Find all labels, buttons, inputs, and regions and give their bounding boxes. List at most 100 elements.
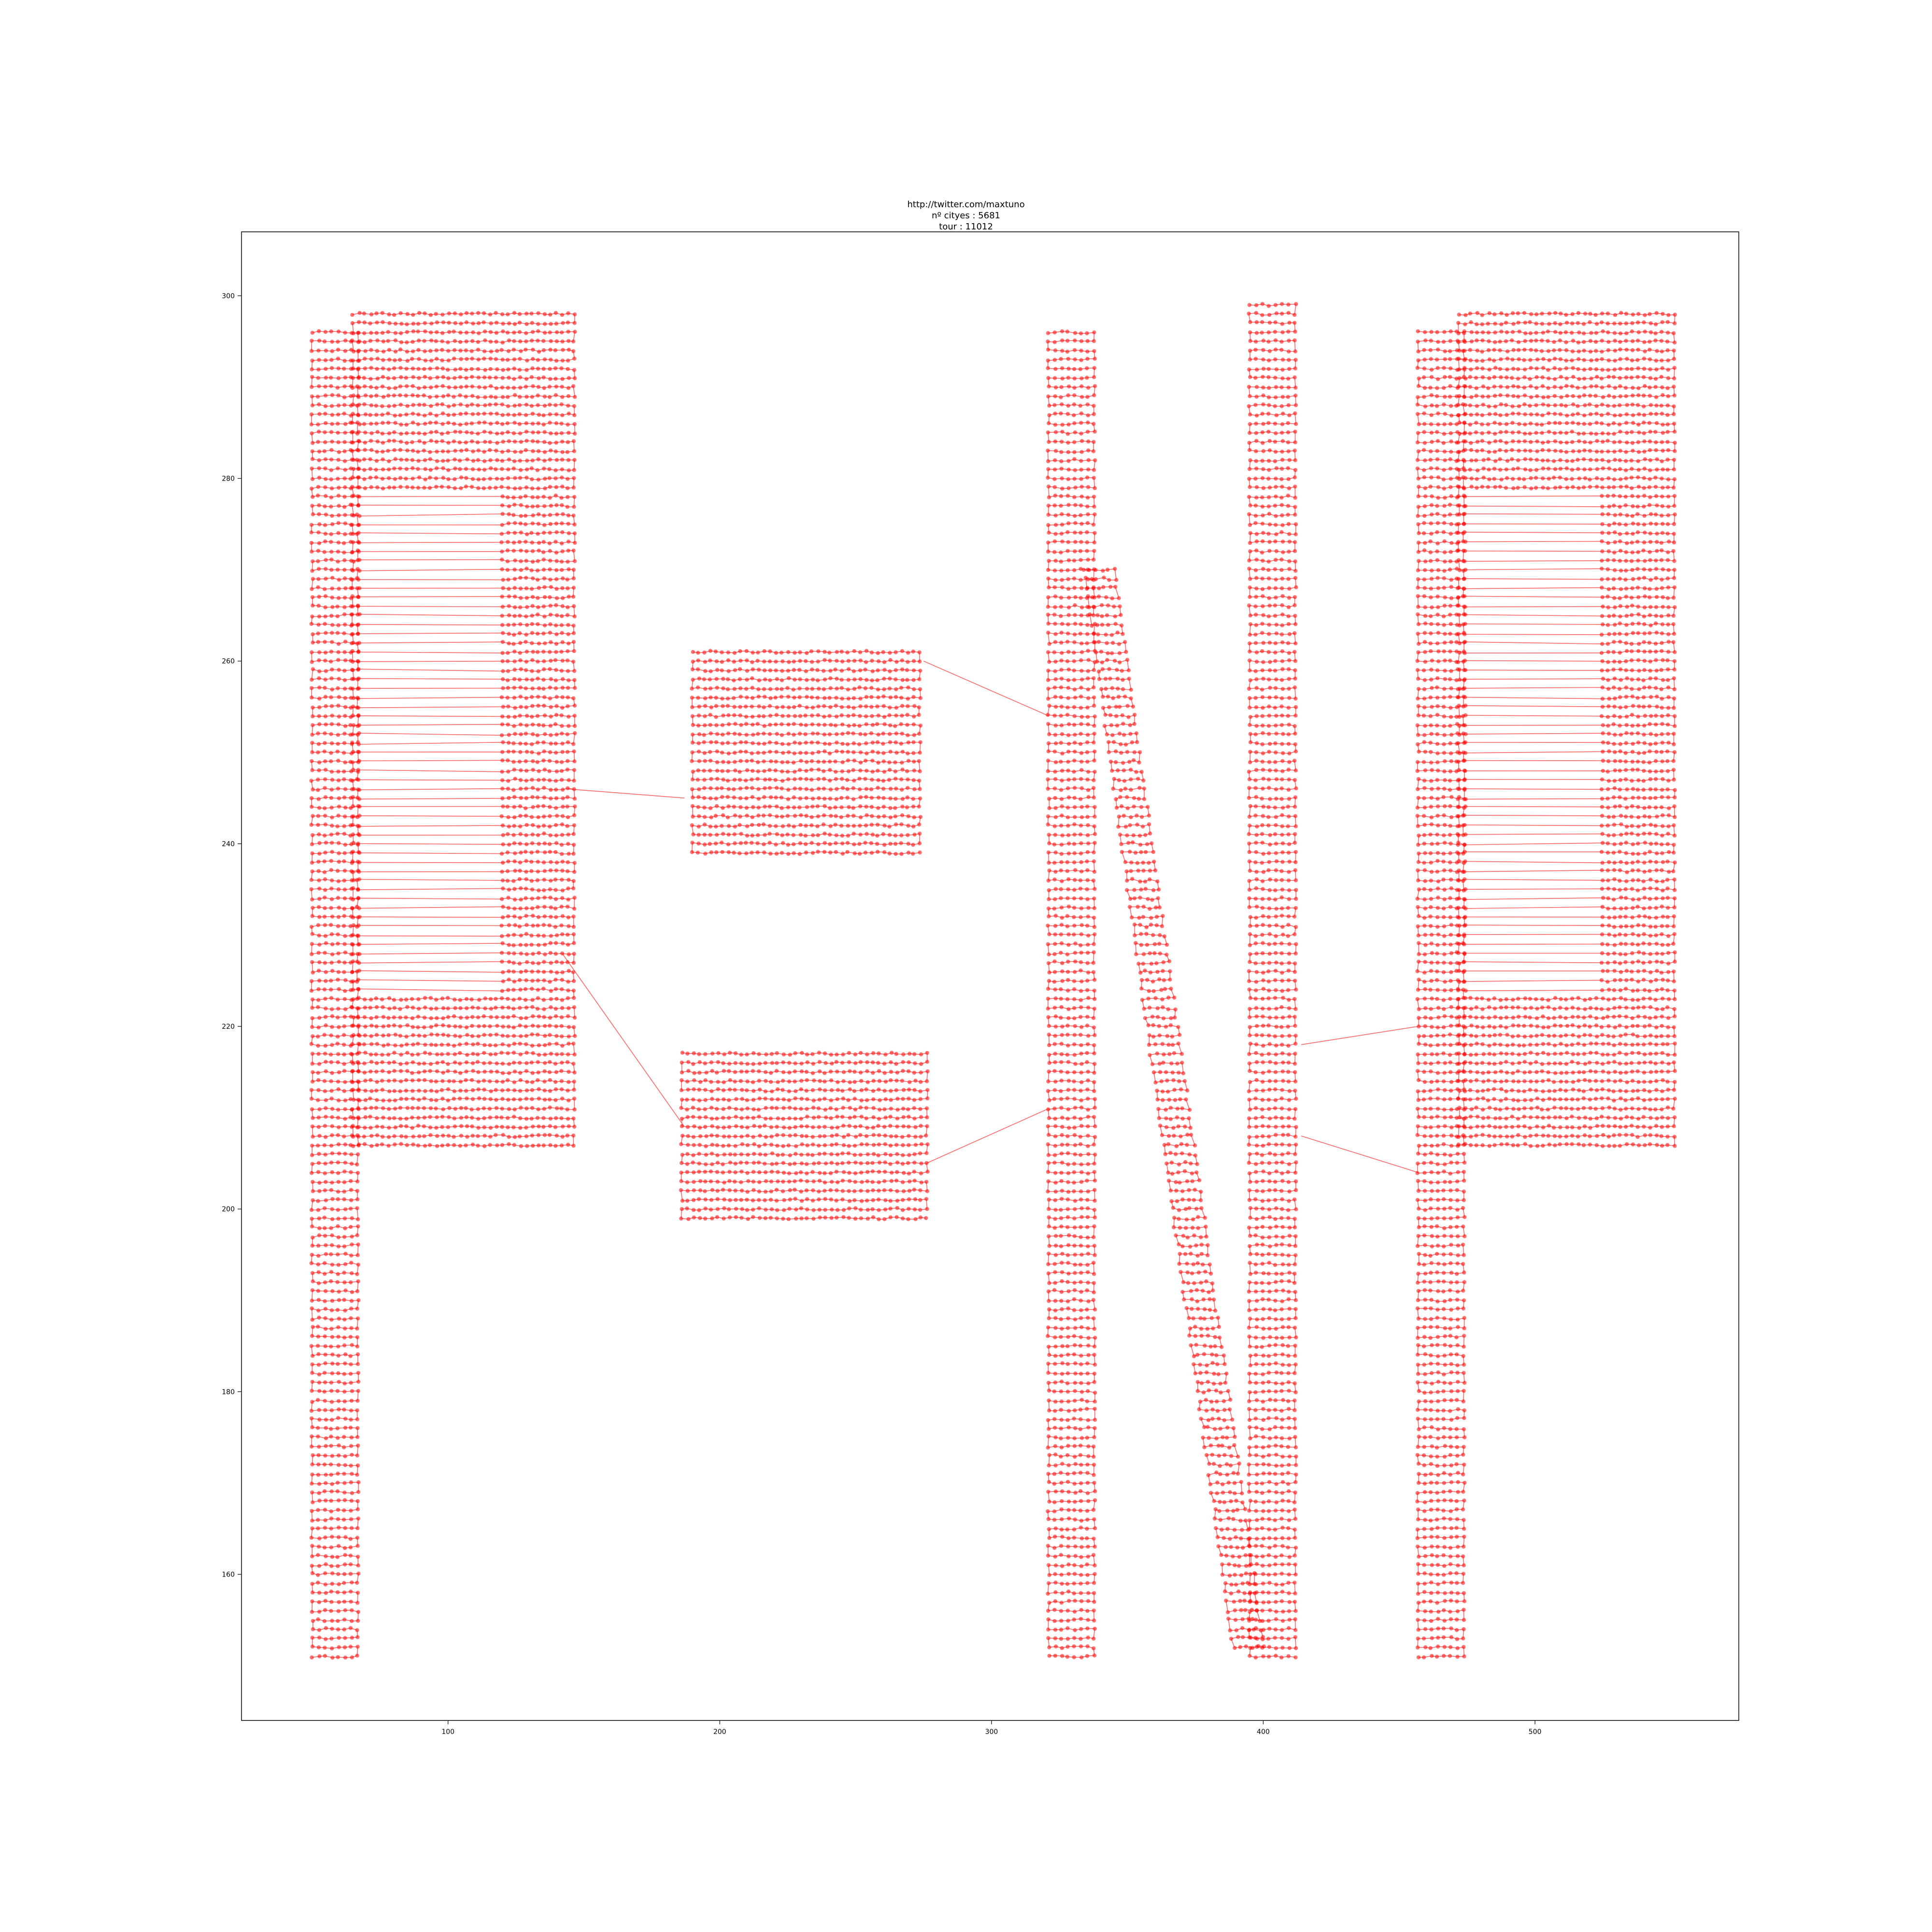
city-point (536, 311, 540, 315)
city-point (524, 586, 529, 591)
city-point (746, 1152, 750, 1157)
city-point (566, 458, 571, 462)
city-point (530, 969, 534, 974)
city-point (336, 1035, 340, 1039)
city-point (750, 777, 754, 782)
city-point (500, 341, 505, 345)
city-point (716, 1087, 720, 1092)
city-point (343, 513, 347, 517)
city-point (781, 1097, 786, 1102)
city-point (763, 1198, 767, 1203)
city-point (781, 1170, 786, 1175)
city-point (536, 1070, 540, 1075)
city-point (434, 356, 439, 361)
city-point (500, 422, 505, 426)
city-point (823, 1051, 827, 1056)
city-point (565, 505, 569, 509)
city-point (336, 466, 340, 470)
city-point (476, 1117, 481, 1121)
city-point (410, 1052, 414, 1057)
city-point (483, 1134, 487, 1138)
city-point (816, 704, 821, 709)
city-point (446, 468, 451, 472)
city-point (739, 1198, 743, 1202)
city-point (316, 1398, 320, 1402)
city-point (324, 1243, 328, 1248)
city-point (349, 1316, 353, 1321)
city-point (500, 750, 505, 754)
city-point (356, 595, 360, 599)
city-point (690, 750, 695, 754)
city-point (469, 484, 474, 489)
city-point (316, 1435, 320, 1439)
city-point (518, 1041, 522, 1046)
city-point (560, 1006, 565, 1010)
city-point (494, 340, 498, 344)
city-point (447, 1024, 451, 1028)
city-point (506, 669, 511, 673)
city-point (310, 1153, 314, 1157)
city-point (691, 832, 696, 837)
city-point (519, 897, 523, 902)
city-point (505, 559, 510, 564)
city-point (336, 376, 341, 381)
city-point (773, 768, 778, 773)
city-point (317, 1564, 322, 1568)
city-point (864, 714, 868, 719)
city-point (548, 412, 552, 416)
city-point (852, 851, 857, 855)
city-point (513, 486, 517, 491)
city-point (519, 1016, 523, 1021)
city-point (810, 1135, 815, 1139)
city-point (733, 824, 737, 829)
city-point (911, 649, 915, 654)
city-point (336, 540, 341, 545)
city-point (805, 1143, 810, 1148)
city-point (690, 714, 695, 719)
city-point (369, 997, 373, 1002)
city-point (857, 842, 862, 846)
city-point (453, 486, 457, 490)
city-point (791, 842, 796, 847)
city-point (541, 860, 546, 865)
city-point (512, 311, 517, 315)
city-point (316, 951, 321, 955)
city-point (887, 686, 892, 691)
city-point (356, 1069, 361, 1073)
city-point (355, 1362, 360, 1366)
city-point (374, 421, 379, 426)
city-point (548, 622, 553, 626)
city-point (363, 1033, 367, 1037)
city-point (875, 850, 880, 854)
city-point (512, 377, 516, 381)
city-point (781, 1079, 785, 1083)
city-point (769, 1125, 773, 1129)
city-point (310, 851, 314, 856)
city-point (721, 1144, 725, 1148)
city-point (500, 915, 505, 920)
city-point (895, 1160, 900, 1165)
city-point (337, 987, 341, 992)
city-point (858, 768, 863, 773)
city-point (351, 430, 355, 434)
city-point (357, 641, 361, 645)
city-point (336, 596, 341, 600)
city-point (559, 431, 564, 435)
city-point (696, 1107, 701, 1111)
city-point (864, 1116, 868, 1121)
city-point (399, 322, 404, 326)
city-point (369, 1060, 374, 1064)
city-point (501, 578, 505, 582)
city-point (511, 760, 516, 764)
city-point (823, 1143, 827, 1148)
city-point (440, 1079, 445, 1083)
city-point (810, 677, 815, 682)
city-point (805, 1124, 810, 1129)
city-point (566, 329, 570, 334)
city-point (566, 832, 570, 837)
city-point (530, 896, 534, 901)
city-point (804, 751, 809, 755)
city-point (799, 813, 803, 818)
city-point (336, 769, 341, 774)
city-point (776, 1179, 780, 1184)
